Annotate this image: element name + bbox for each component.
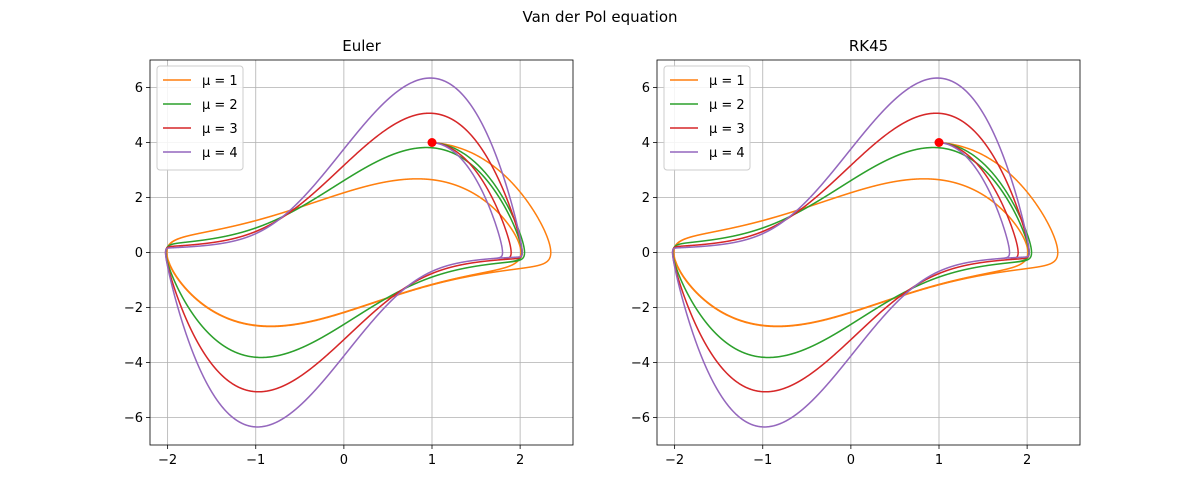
legend-label-mu-2: μ = 2 xyxy=(709,98,745,113)
y-tick-label: 2 xyxy=(135,191,143,206)
legend-box xyxy=(156,65,244,171)
x-tick-label: 1 xyxy=(935,453,943,468)
legend-label-mu-3: μ = 3 xyxy=(202,122,238,137)
legend-label-mu-1: μ = 1 xyxy=(709,74,745,89)
series-line-mu-4 xyxy=(164,77,523,428)
series-line-mu-3 xyxy=(164,112,523,393)
start-point-marker xyxy=(934,138,944,147)
x-tick-label: −1 xyxy=(246,453,265,468)
y-tick-label: 4 xyxy=(642,136,650,151)
subplot-title: Euler xyxy=(342,37,381,55)
y-tick-label: −4 xyxy=(124,356,143,371)
x-tick-label: 0 xyxy=(847,453,855,468)
x-tick-label: 2 xyxy=(516,453,524,468)
legend: μ = 1 μ = 2 μ = 3 μ = 4 xyxy=(663,65,751,171)
x-tick-label: 0 xyxy=(340,453,348,468)
series-line-mu-2 xyxy=(165,141,526,359)
y-tick-label: −6 xyxy=(124,411,143,426)
series-line-mu-1 xyxy=(672,141,1059,328)
x-tick-label: −2 xyxy=(665,453,684,468)
series-group xyxy=(164,77,552,428)
x-tick-label: −2 xyxy=(158,453,177,468)
y-tick-label: −2 xyxy=(124,301,143,316)
y-tick-label: −4 xyxy=(631,356,650,371)
y-tick-label: 4 xyxy=(135,136,143,151)
legend-box xyxy=(663,65,751,171)
y-tick-label: −6 xyxy=(631,411,650,426)
legend-label-mu-3: μ = 3 xyxy=(709,122,745,137)
subplot-title: RK45 xyxy=(849,37,888,55)
series-line-mu-4 xyxy=(671,77,1030,428)
x-tick-label: 2 xyxy=(1023,453,1031,468)
y-tick-label: 0 xyxy=(135,246,143,261)
legend-label-mu-4: μ = 4 xyxy=(709,146,745,161)
legend: μ = 1 μ = 2 μ = 3 μ = 4 xyxy=(156,65,244,171)
legend-label-mu-4: μ = 4 xyxy=(202,146,238,161)
legend-label-mu-1: μ = 1 xyxy=(202,74,238,89)
y-tick-label: 6 xyxy=(642,81,650,96)
figure-suptitle: Van der Pol equation xyxy=(522,8,677,26)
series-line-mu-1 xyxy=(165,141,552,328)
x-tick-label: 1 xyxy=(428,453,436,468)
y-tick-label: 6 xyxy=(135,81,143,96)
y-tick-label: 0 xyxy=(642,246,650,261)
start-point-marker xyxy=(427,138,437,147)
series-line-mu-3 xyxy=(671,112,1030,393)
y-tick-label: 2 xyxy=(642,191,650,206)
series-line-mu-2 xyxy=(672,141,1033,359)
y-tick-label: −2 xyxy=(631,301,650,316)
legend-label-mu-2: μ = 2 xyxy=(202,98,238,113)
x-tick-label: −1 xyxy=(753,453,772,468)
series-group xyxy=(671,77,1059,428)
